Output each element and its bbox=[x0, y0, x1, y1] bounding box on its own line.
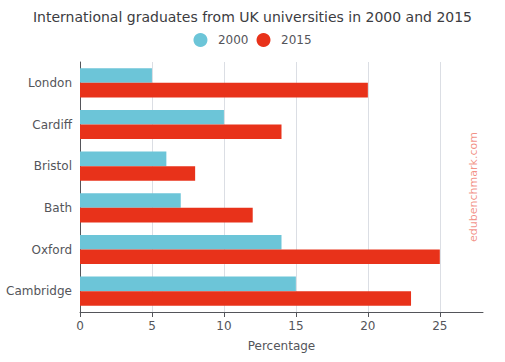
svg-text:2000: 2000 bbox=[218, 33, 249, 47]
svg-text:London: London bbox=[28, 76, 72, 90]
svg-text:Cambridge: Cambridge bbox=[6, 284, 72, 298]
svg-text:Oxford: Oxford bbox=[32, 243, 72, 257]
svg-text:Bath: Bath bbox=[44, 201, 72, 215]
svg-text:2015: 2015 bbox=[281, 33, 312, 47]
svg-text:5: 5 bbox=[148, 319, 156, 333]
svg-text:25: 25 bbox=[432, 319, 447, 333]
svg-text:International graduates from U: International graduates from UK universi… bbox=[33, 9, 472, 25]
svg-text:Percentage: Percentage bbox=[248, 339, 316, 353]
svg-text:15: 15 bbox=[288, 319, 303, 333]
svg-text:20: 20 bbox=[360, 319, 375, 333]
svg-text:10: 10 bbox=[216, 319, 231, 333]
svg-text:edubenchmark.com: edubenchmark.com bbox=[467, 132, 480, 242]
svg-text:0: 0 bbox=[76, 319, 84, 333]
svg-text:Bristol: Bristol bbox=[34, 159, 72, 173]
svg-text:Cardiff: Cardiff bbox=[32, 118, 72, 132]
